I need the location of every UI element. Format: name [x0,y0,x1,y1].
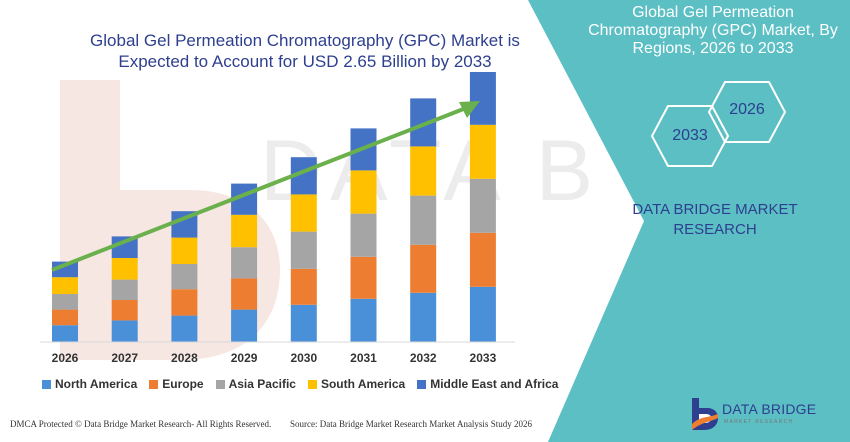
bar-segment-2027-1 [111,300,138,321]
legend-swatch [307,379,317,389]
company-logo[interactable]: DATA BRIDGE MARKET RESEARCH [688,396,828,436]
legend-item: Europe [149,377,204,391]
bar-segment-2029-3 [231,214,258,248]
footer-source: Source: Data Bridge Market Research Mark… [290,419,532,429]
legend-swatch [149,379,159,389]
legend-label: North America [55,377,138,391]
chart-legend: North America Europe Asia Pacific South Ame… [42,377,558,391]
bar-segment-2031-1 [350,256,377,299]
bar-segment-2032-2 [410,195,437,245]
bar-segment-2031-2 [350,213,377,257]
legend-label: Middle East and Africa [430,377,559,391]
legend-label: Asia Pacific [228,377,296,391]
bar-segment-2026-3 [52,277,78,294]
x-tick-label: 2026 [52,351,79,365]
logo-subtitle: MARKET RESEARCH [724,419,794,425]
legend-label: South America [320,377,406,391]
legend-item: South America [307,377,406,391]
bar-segment-2033-3 [469,124,496,179]
bar-segment-2033-0 [469,286,496,342]
legend-label: Europe [162,377,204,391]
legend-swatch [215,379,225,389]
bar-segment-2028-3 [171,237,198,264]
footer-copyright: DMCA Protected © Data Bridge Market Rese… [10,419,272,429]
bar-segment-2030-2 [290,231,317,269]
logo-icon [692,398,718,430]
bar-segment-2031-3 [350,170,377,214]
bar-segment-2029-0 [231,309,258,342]
chart-title: Global Gel Permeation Chromatography (GP… [90,31,520,71]
hexagon-end-year-label: 2033 [672,127,708,144]
trend-arrow-head [459,101,480,118]
legend-item: Middle East and Africa [417,377,558,391]
bar-segment-2033-4 [469,72,496,125]
bar-segment-2027-3 [111,258,138,280]
bar-segment-2026-0 [52,325,78,342]
bar-segment-2027-0 [111,320,138,342]
bar-segment-2030-0 [290,304,317,342]
side-panel-title: Global Gel Permeation Chromatography (GP… [588,4,838,57]
company-name: DATA BRIDGE MARKET RESEARCH [632,201,798,238]
bar-segment-2030-3 [290,194,317,232]
bar-segment-2032-3 [410,146,437,196]
bar-segment-2026-1 [52,309,78,326]
bar-segment-2032-1 [410,244,437,293]
legend-item: Asia Pacific [215,377,296,391]
x-tick-label: 2031 [350,351,377,365]
x-tick-label: 2032 [410,351,437,365]
x-tick-label: 2027 [111,351,138,365]
bar-segment-2033-2 [469,178,496,233]
bar-segment-2026-2 [52,294,78,310]
bar-segment-2032-0 [410,292,437,342]
x-tick-label: 2029 [231,351,258,365]
x-tick-label: 2028 [171,351,198,365]
trend-arrow [51,106,467,272]
legend-item: North America [42,377,137,391]
bar-segment-2027-2 [111,279,138,300]
bar-segment-2033-1 [469,232,496,287]
bar-segment-2029-2 [231,247,258,279]
bar-segment-2030-1 [290,268,317,305]
bar-segment-2028-0 [171,315,198,342]
bar-segment-2028-1 [171,289,198,316]
bar-segment-2028-2 [171,264,198,290]
x-tick-label: 2033 [470,351,497,365]
bar-segment-2031-0 [350,298,377,342]
hexagon-end-year [650,105,730,167]
bar-segment-2029-1 [231,278,258,310]
x-tick-label: 2030 [290,351,317,365]
bar-segment-2027-4 [111,236,138,258]
stacked-bar-chart: 2026 2027 2028 2029 2030 2031 2032 2033 [40,72,515,365]
hexagon-start-year-label: 2026 [729,101,765,118]
hexagon-start-year [707,81,787,143]
logo-name: DATA BRIDGE [722,401,817,417]
legend-swatch [42,379,51,389]
legend-swatch [417,379,427,389]
